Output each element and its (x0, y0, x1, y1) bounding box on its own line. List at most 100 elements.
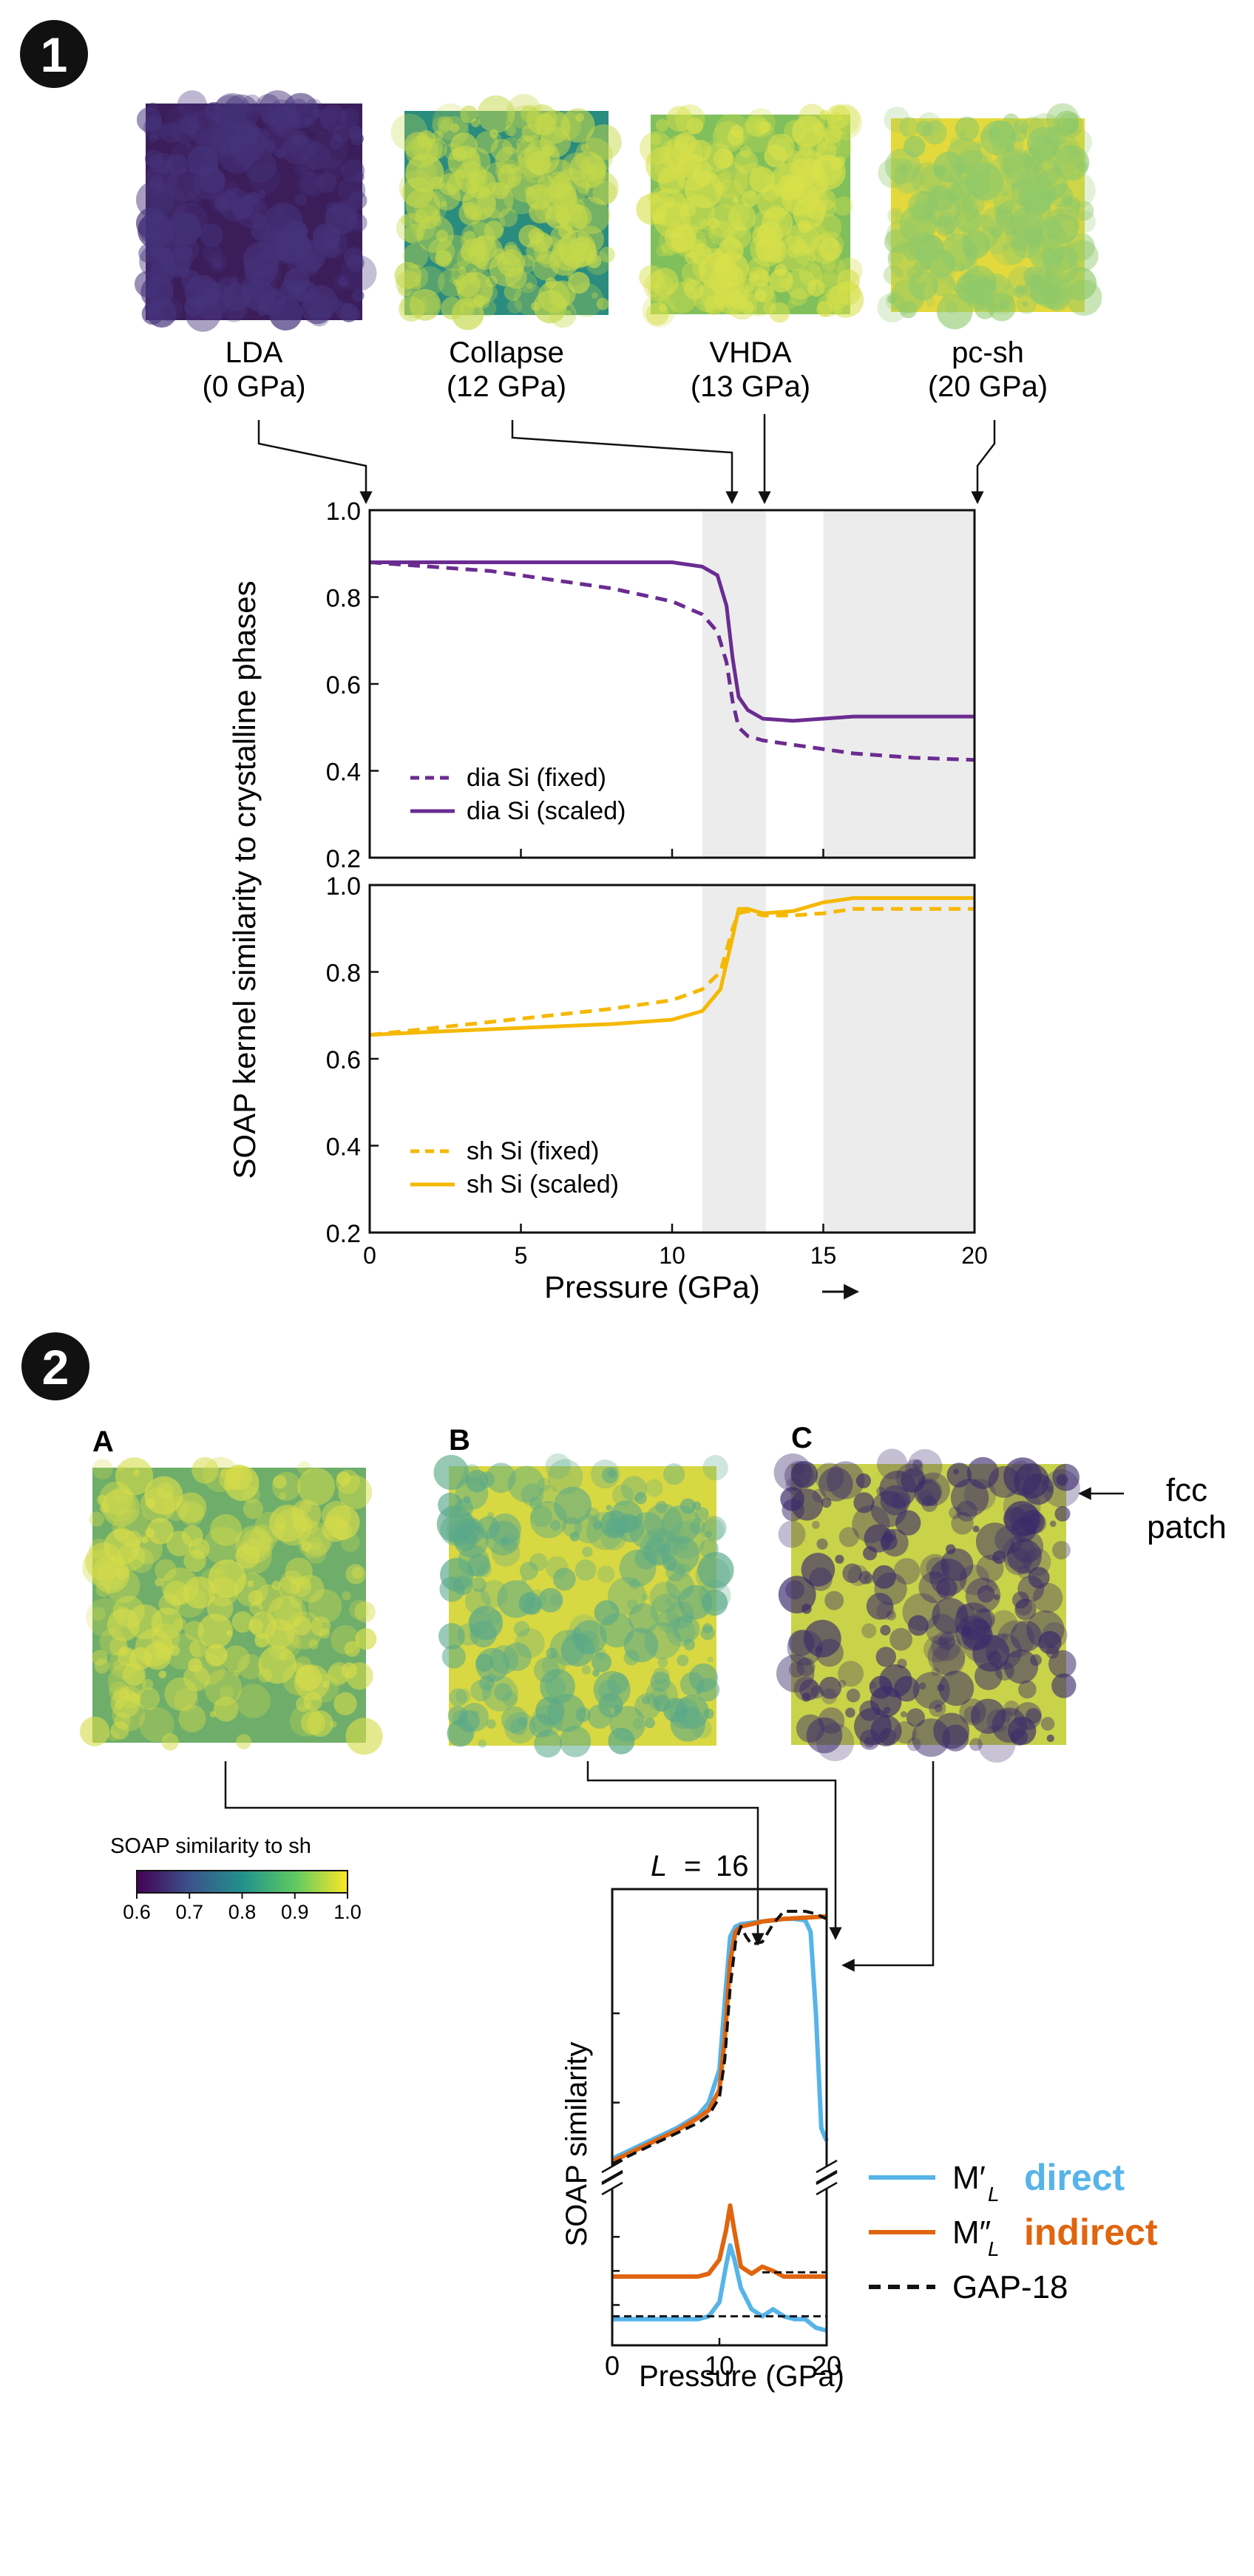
L16-similarity-chart-upper (601, 1888, 838, 2184)
snapshot-b (433, 1453, 734, 1758)
snapshot-c (773, 1448, 1080, 1763)
y-tick-label: 0.2 (326, 845, 361, 873)
legend-word: direct (1024, 2157, 1125, 2198)
colorbar-title: SOAP similarity to sh (110, 1834, 311, 1858)
panel-1-x-axis-label: Pressure (GPa) (544, 1270, 760, 1304)
connector-c (841, 1761, 935, 1972)
L16-lower-frame (611, 2189, 828, 2347)
colorbar-gradient (136, 1870, 348, 1894)
L16-upper-frame (611, 1888, 828, 2166)
y-tick-label: 0.4 (326, 1133, 361, 1162)
colorbar-ticks: 0.6 0.7 0.8 0.9 1.0 (123, 1893, 362, 1923)
fcc-label-line2: patch (1147, 1509, 1227, 1545)
panel-1-y-axis-label: SOAP kernel similarity to crystalline ph… (227, 580, 262, 1179)
legend-symbol: M′ (952, 2160, 986, 2196)
L16-lower-series-m-l-indirect (612, 2203, 827, 2279)
snapshot-letter-label: B (449, 1424, 470, 1457)
L16-lower-series-m-l-direct (612, 2243, 827, 2333)
axis-break-mark (816, 2171, 838, 2196)
panel-2-y-axis-label: SOAP similarity (560, 2041, 593, 2246)
legend-subscript: L (988, 2237, 1000, 2260)
snapshot-a (80, 1457, 383, 1755)
shaded-region (702, 510, 766, 858)
x-tick-label: 10 (659, 1242, 685, 1269)
snapshot-pc-sh (877, 103, 1102, 330)
snapshot-name-label: VHDA (709, 336, 791, 369)
axis-break-mark (601, 2171, 623, 2196)
shaded-region (823, 510, 975, 858)
panel-2-badge (21, 1332, 89, 1400)
pcsh-pointer-arrow (971, 420, 996, 504)
panel-1-snapshots: LDA(0 GPa) Collapse(12 GPa) VHDA(13 GPa) pc… (135, 90, 1102, 403)
y-tick-label: 0.6 (326, 1046, 361, 1074)
series-line-dia-si-scaled- (370, 560, 975, 723)
fcc-label-line1: fcc (1166, 1472, 1207, 1508)
L16-series-m-l-direct (611, 1916, 829, 2161)
legend-symbol: M″ (952, 2214, 991, 2251)
snapshot-name-label: Collapse (449, 336, 564, 369)
y-tick-label: 0.8 (326, 960, 361, 988)
x-tick-label: 15 (810, 1242, 837, 1269)
L-symbol: L (651, 1850, 667, 1882)
shaded-region (823, 885, 975, 1233)
L16-similarity-chart-lower: 0 10 20 (601, 2171, 841, 2381)
snapshot-letter-label: C (791, 1422, 813, 1454)
panel-2-connectors (224, 1761, 935, 1972)
snapshot-letter-label: A (92, 1426, 114, 1458)
sh-similarity-chart: 0.2 0.4 0.6 0.8 1.0 0 5 10 15 20 sh Si (fixed) sh S… (326, 872, 988, 1269)
legend-subscript: L (988, 2183, 1000, 2206)
y-tick-label: 1.0 (326, 498, 361, 526)
L-equals: = (684, 1850, 701, 1882)
y-tick-label: 1.0 (326, 872, 361, 901)
legend-label: sh Si (fixed) (467, 1137, 600, 1165)
snapshot-pressure-label: (20 GPa) (928, 370, 1048, 403)
snapshot-name-label: pc-sh (952, 336, 1024, 369)
L16-x-tick-label: 10 (705, 2350, 734, 2381)
fcc-patch-annotation: fcc patch (1078, 1472, 1227, 1545)
colorbar-tick-label: 0.6 (123, 1901, 151, 1923)
panel-1-pointer-arrows (257, 414, 996, 504)
L-number: 16 (716, 1850, 749, 1882)
L16-series-gap-18 (611, 1910, 827, 2166)
legend-word: indirect (1024, 2211, 1158, 2253)
shaded-region (702, 885, 766, 1233)
L-value-label: L = 16 (651, 1850, 749, 1882)
snapshot-pressure-label: (0 GPa) (202, 370, 305, 403)
snapshot-pressure-label: (13 GPa) (691, 370, 810, 403)
dia-similarity-chart: 0.2 0.4 0.6 0.8 1.0 dia Si (fixed) dia Si (sca… (326, 498, 976, 873)
panel-1: 1 LDA(0 GPa) Collapse(12 GPa) VHDA(13 GPa)… (20, 20, 1102, 1304)
colorbar-tick-label: 0.7 (175, 1901, 203, 1923)
series-line-sh-si-scaled- (369, 896, 975, 1037)
snapshot-lda (135, 90, 377, 332)
panel-2-x-axis-label: Pressure (GPa) (639, 2360, 844, 2393)
y-tick-label: 0.8 (326, 585, 361, 613)
x-tick-label: 0 (363, 1242, 376, 1269)
y-tick-label: 0.6 (326, 671, 361, 699)
panel-2: 2 A B C fcc patch SOAP similarity to sh 0.… (21, 1332, 1227, 2393)
snapshot-collapse (390, 94, 622, 331)
y-tick-label: 0.2 (326, 1220, 361, 1248)
colorbar: SOAP similarity to sh 0.6 0.7 0.8 0.9 1.0 (110, 1834, 362, 1923)
legend-symbol: GAP-18 (952, 2269, 1068, 2305)
axis-break-mark (816, 2159, 838, 2184)
snapshot-name-label: LDA (226, 336, 283, 369)
colorbar-tick-label: 1.0 (333, 1901, 362, 1923)
collapse-pointer-arrow (511, 420, 739, 504)
legend-label: dia Si (scaled) (467, 797, 626, 825)
y-tick-label: 0.4 (326, 759, 361, 787)
L16-x-tick-label: 0 (605, 2350, 620, 2381)
x-tick-label: 5 (515, 1242, 528, 1269)
axis-break-mark (601, 2159, 623, 2184)
legend-label: sh Si (scaled) (467, 1170, 619, 1199)
panel-1-badge (20, 20, 88, 88)
snapshot-vhda (636, 104, 864, 328)
connector-a (224, 1761, 765, 1946)
panel-2-snapshots: A B C (80, 1422, 1080, 1763)
L16-series-m-l-indirect (611, 1914, 827, 2163)
colorbar-tick-label: 0.9 (281, 1901, 309, 1923)
connector-b (586, 1761, 842, 1940)
L16-x-tick-label: 20 (812, 2350, 841, 2381)
panel-1-badge-number: 1 (41, 27, 68, 82)
